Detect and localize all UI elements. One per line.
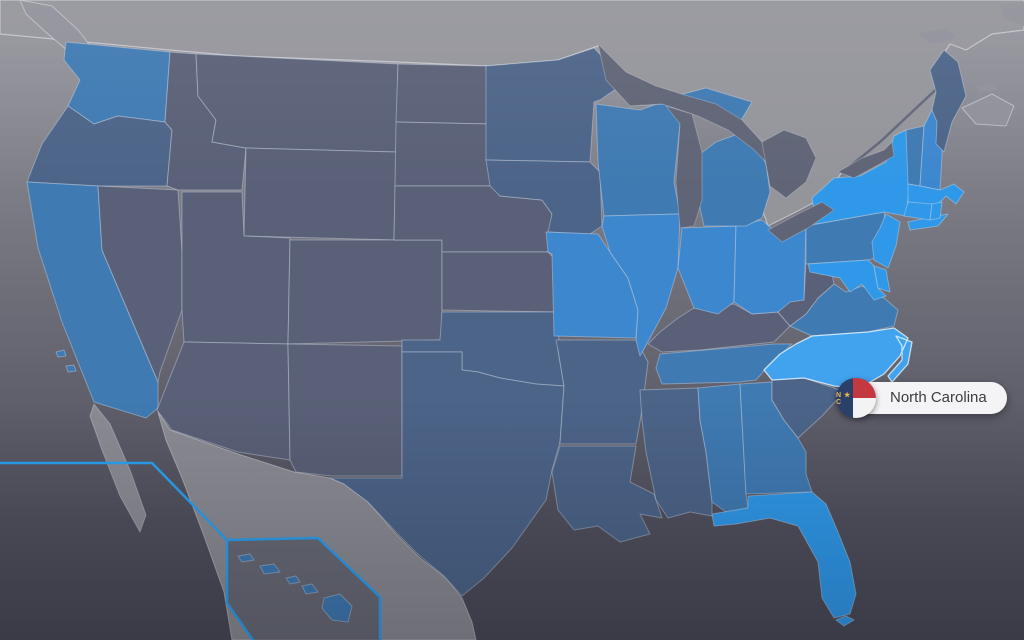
state-south-dakota[interactable]: [394, 121, 495, 187]
tooltip-state-name: North Carolina: [890, 389, 987, 406]
state-indiana[interactable]: [677, 225, 737, 315]
lake-huron: [761, 129, 817, 199]
baja-california: [89, 403, 147, 533]
anticosti-island: [918, 28, 956, 44]
state-washington[interactable]: [63, 41, 171, 125]
flag-blue-band: N ★ C: [836, 378, 853, 418]
state-colorado[interactable]: [287, 239, 443, 345]
state-rhode-island[interactable]: [929, 201, 943, 221]
state-kansas[interactable]: [441, 251, 557, 313]
state-texas[interactable]: [329, 351, 565, 597]
lake-michigan: [665, 105, 703, 229]
state-arkansas[interactable]: [555, 339, 649, 445]
nova-scotia: [961, 93, 1015, 127]
state-louisiana[interactable]: [551, 445, 663, 543]
newfoundland: [1000, 2, 1024, 26]
state-tooltip: N ★ C North Carolina: [836, 378, 1007, 418]
state-kentucky[interactable]: [647, 303, 791, 353]
hawaii-inset-outline: [225, 536, 382, 640]
state-hawaii[interactable]: [237, 553, 353, 623]
prince-edward-island: [976, 82, 998, 92]
state-california[interactable]: [26, 181, 159, 419]
state-new-mexico[interactable]: [287, 343, 403, 477]
state-delaware[interactable]: [873, 265, 891, 293]
state-north-dakota[interactable]: [395, 63, 491, 125]
state-wyoming[interactable]: [243, 147, 397, 241]
lake-ontario: [837, 141, 895, 179]
state-nevada[interactable]: [97, 185, 183, 383]
st-lawrence-river: [846, 78, 948, 170]
state-missouri[interactable]: [545, 231, 639, 339]
state-new-jersey[interactable]: [871, 213, 901, 269]
state-illinois[interactable]: [601, 213, 681, 357]
state-tennessee[interactable]: [655, 343, 793, 385]
state-wisconsin[interactable]: [595, 99, 681, 217]
north-carolina-flag-icon: N ★ C: [836, 378, 876, 418]
state-iowa[interactable]: [485, 159, 603, 235]
tooltip-pill: North Carolina: [852, 382, 1007, 414]
state-montana[interactable]: [195, 53, 399, 153]
alaska-inset-divider: [0, 461, 229, 542]
flag-red-stripe: [852, 378, 876, 398]
flag-letters: N ★ C: [836, 391, 851, 406]
state-florida[interactable]: [711, 491, 857, 627]
lake-erie: [767, 201, 835, 243]
state-maine[interactable]: [929, 49, 967, 153]
state-maryland[interactable]: [807, 259, 887, 301]
flag-white-stripe: [852, 398, 876, 418]
state-connecticut[interactable]: [903, 201, 933, 221]
